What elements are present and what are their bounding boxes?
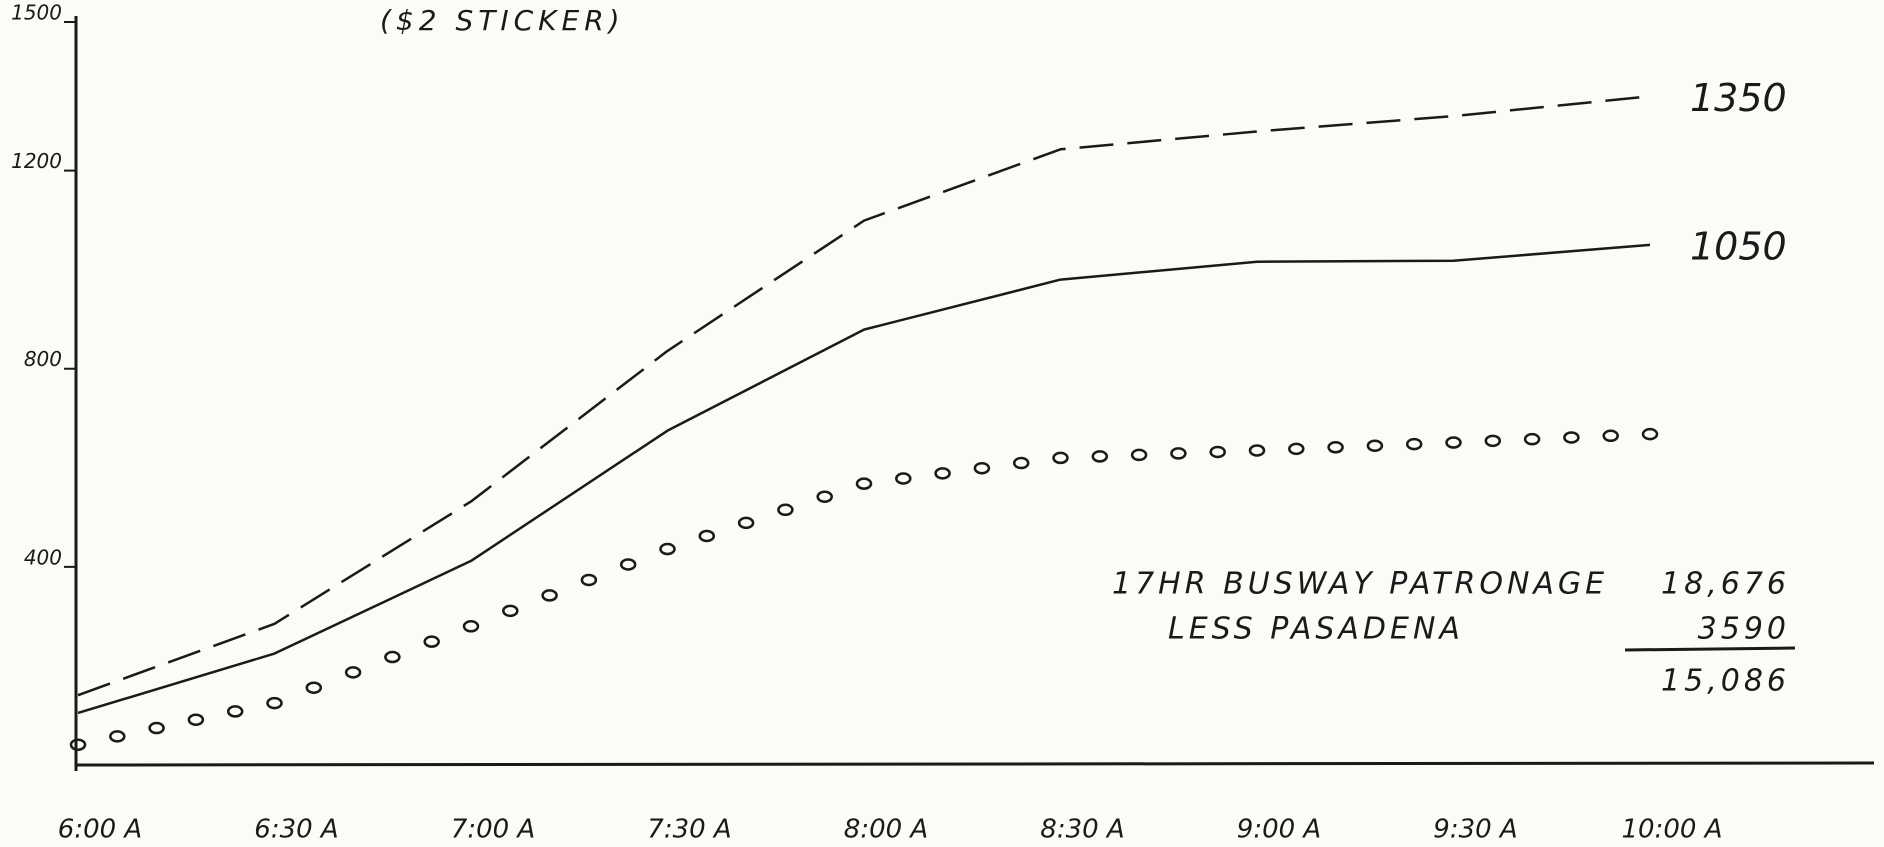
dot-filler	[307, 683, 321, 693]
dot-filler	[739, 518, 753, 528]
sum-rule	[1625, 648, 1795, 650]
x-tick-label: 8:30 A	[1040, 815, 1124, 845]
dot-filler	[150, 723, 164, 733]
end-label: 1350	[1690, 76, 1787, 120]
annotation-value: 18,676	[1661, 567, 1790, 602]
dot-filler	[700, 531, 714, 541]
dot-filler	[975, 463, 989, 473]
dot-filler	[228, 706, 242, 716]
data-point	[661, 544, 675, 554]
annotation-label: LESS PASADENA	[1168, 612, 1464, 647]
dot-filler	[110, 731, 124, 741]
dot-filler	[818, 492, 832, 502]
y-tick-label: 400	[24, 545, 62, 569]
x-tick-label: 7:30 A	[647, 815, 731, 845]
data-point	[1054, 453, 1068, 463]
x-tick-label: 9:30 A	[1433, 815, 1517, 845]
dot-filler	[1368, 441, 1382, 451]
data-point	[268, 698, 282, 708]
dot-filler	[503, 606, 517, 616]
dot-filler	[1132, 450, 1146, 460]
dot-filler	[1564, 432, 1578, 442]
annotation-value: 3590	[1698, 612, 1790, 647]
dot-filler	[1093, 451, 1107, 461]
data-point	[464, 621, 478, 631]
x-tick-label: 7:00 A	[451, 815, 535, 845]
x-tick-label: 10:00 A	[1622, 815, 1723, 845]
dot-filler	[425, 637, 439, 647]
data-point	[71, 740, 85, 750]
page: {"chart_data": {"type": "line", "title":…	[0, 0, 1884, 847]
x-tick-label: 6:30 A	[254, 815, 338, 845]
dot-filler	[1289, 444, 1303, 454]
chart-title: ($2 STICKER)	[380, 4, 625, 37]
y-tick-label: 1200	[11, 149, 62, 173]
dot-filler	[1604, 431, 1618, 441]
dot-filler	[936, 468, 950, 478]
dot-filler	[189, 715, 203, 725]
dot-filler	[385, 652, 399, 662]
annotation-label: 17HR BUSWAY PATRONAGE	[1112, 567, 1608, 602]
chart: ($2 STICKER) 400 800 1200 1500 6:00 A 6:30 A 7…	[0, 0, 1884, 847]
data-line	[78, 96, 1650, 695]
dot-filler	[346, 667, 360, 677]
dot-filler	[621, 559, 635, 569]
dot-filler	[1525, 434, 1539, 444]
dot-filler	[582, 575, 596, 585]
dot-filler	[778, 505, 792, 515]
y-tick-label: 800	[24, 347, 62, 371]
data-point	[1643, 429, 1657, 439]
dot-filler	[1014, 458, 1028, 468]
dot-filler	[543, 590, 557, 600]
data-point	[1447, 438, 1461, 448]
end-label: 1050	[1690, 224, 1787, 268]
data-point	[1250, 445, 1264, 455]
x-axis	[76, 763, 1874, 765]
x-tick-label: 8:00 A	[844, 815, 928, 845]
dot-filler	[1486, 436, 1500, 446]
y-tick-label: 1500	[11, 1, 62, 25]
dot-filler	[1329, 442, 1343, 452]
dot-filler	[1171, 448, 1185, 458]
annotation-value: 15,086	[1661, 664, 1790, 699]
data-point	[857, 479, 871, 489]
dot-filler	[1407, 439, 1421, 449]
x-tick-label: 9:00 A	[1237, 815, 1321, 845]
dot-filler	[1211, 447, 1225, 457]
dot-filler	[896, 473, 910, 483]
x-tick-label: 6:00 A	[58, 815, 142, 845]
